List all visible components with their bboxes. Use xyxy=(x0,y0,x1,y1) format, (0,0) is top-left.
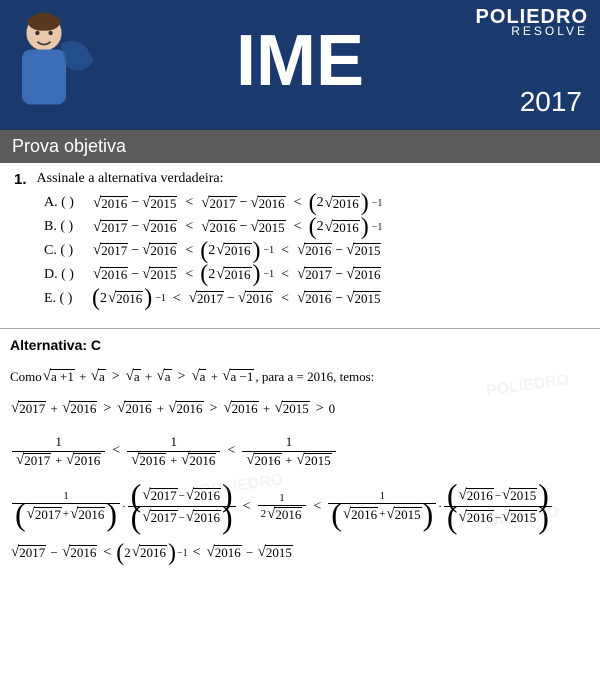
question-number: 1. xyxy=(14,171,27,188)
alternative-d: D. ( ) √2016 − √2015 < (2√2016)−1 < √201… xyxy=(44,266,586,283)
solution-step-3: 1 (√2017+√2016) · (√2017−√2016) (√2017−√… xyxy=(10,485,590,528)
answer-label: Alternativa: C xyxy=(10,337,590,353)
solution-final: √2017 − √2016 < (2√2016)−1 < √2016 − √20… xyxy=(10,545,590,562)
solution-block: POLIEDRO POLIEDRO POLIEDRO Alternativa: … xyxy=(0,337,600,587)
header-banner: POLIEDRO RESOLVE IME 2017 xyxy=(0,0,600,130)
alternative-e: E. ( ) (2√2016)−1 < √2017 − √2016 < √201… xyxy=(44,290,586,307)
alternative-a: A. ( ) √2016 − √2015 < √2017 − √2016 < (… xyxy=(44,195,586,212)
divider xyxy=(0,328,600,329)
subheader-text: Prova objetiva xyxy=(12,136,126,156)
brand-logo: POLIEDRO RESOLVE xyxy=(476,8,588,37)
student-photo xyxy=(0,0,110,110)
alternatives-list: A. ( ) √2016 − √2015 < √2017 − √2016 < (… xyxy=(14,195,586,307)
alternative-b: B. ( ) √2017 − √2016 < √2016 − √2015 < (… xyxy=(44,219,586,236)
solution-intro: Como √a +1 + √a > √a + √a > √a + √a −1 ,… xyxy=(10,369,590,385)
question-block: 1. Assinale a alternativa verdadeira: A.… xyxy=(0,163,600,318)
alternative-c: C. ( ) √2017 − √2016 < (2√2016)−1 < √201… xyxy=(44,243,586,260)
exam-year: 2017 xyxy=(520,86,582,118)
solution-step-2: 1 √2017 + √2016 < 1 √2016 + √2016 < 1 √2… xyxy=(10,433,590,469)
exam-title: IME xyxy=(236,20,364,102)
question-text: Assinale a alternativa verdadeira: xyxy=(37,171,224,187)
solution-step-1: √2017 + √2016 > √2016 + √2016 > √2016 + … xyxy=(10,401,590,417)
subheader: Prova objetiva xyxy=(0,130,600,163)
